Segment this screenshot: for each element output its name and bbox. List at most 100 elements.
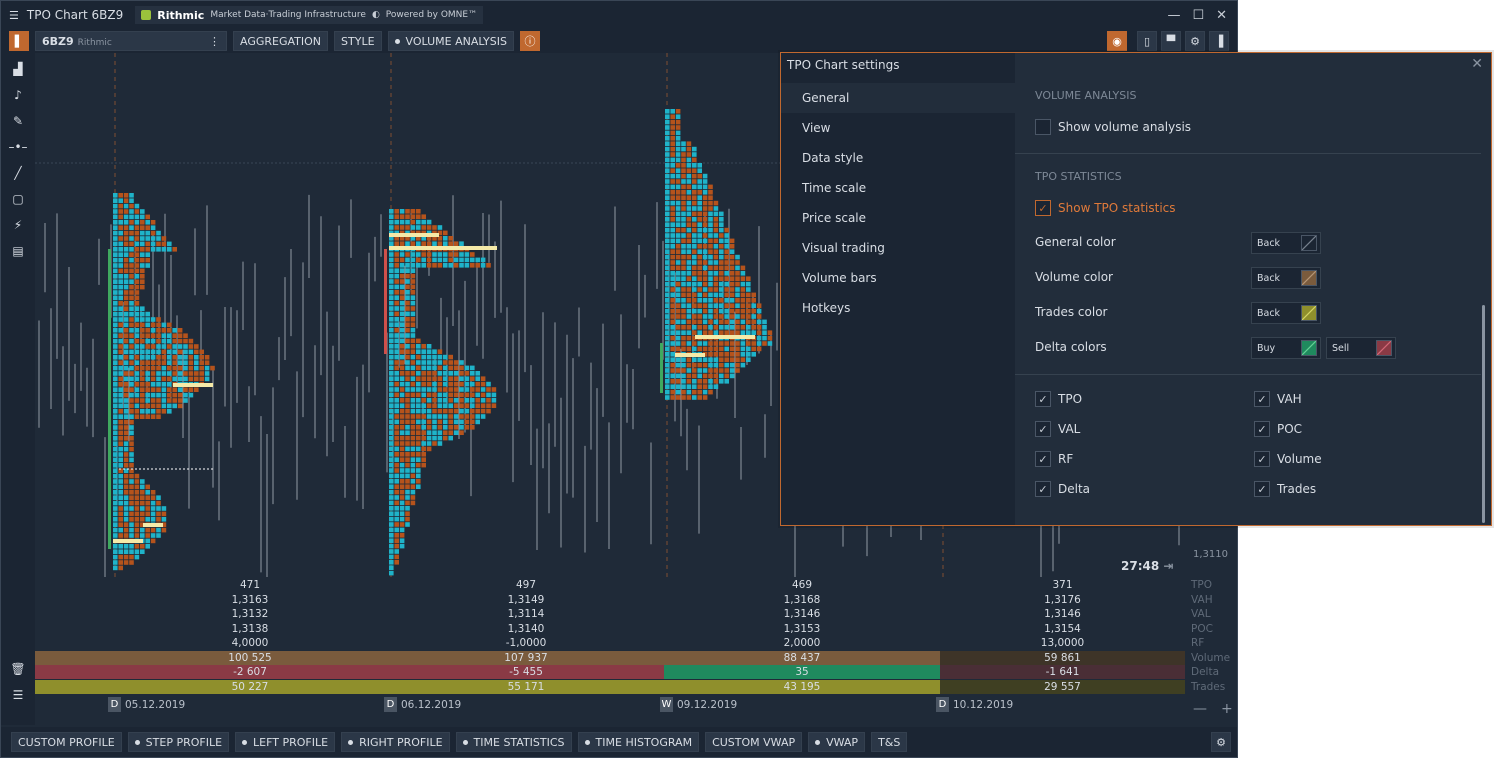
tpo-cell [204, 365, 210, 371]
tpo-cell [118, 484, 123, 490]
mouse-button[interactable]: ▯ [1137, 31, 1157, 51]
tpo-cell [740, 298, 746, 303]
bell-alert-icon[interactable]: ♪ [14, 88, 22, 102]
list-icon[interactable]: ☰ [12, 688, 24, 702]
date-axis[interactable]: D 05.12.2019 D 06.12.2019 W 09.12.2019 D 10.12.… [35, 697, 1185, 715]
settings-nav-visual-trading[interactable]: Visual trading [802, 241, 885, 255]
more-vertical-icon[interactable]: ⋮ [209, 34, 220, 48]
trend-line-icon[interactable]: ╱ [14, 166, 22, 180]
volume-analysis-button[interactable]: VOLUME ANALYSIS [387, 31, 514, 51]
close-icon[interactable]: ✕ [1471, 56, 1483, 72]
tpo-cell [394, 284, 399, 290]
tool-step-profile[interactable]: STEP PROFILE [127, 732, 230, 752]
tpo-cell [140, 522, 145, 527]
ruler-icon[interactable]: ⚡ [13, 218, 23, 232]
delta-sell-color-picker[interactable]: Sell [1326, 337, 1396, 359]
show-tpo-checkbox[interactable]: ✓ Show TPO statistics [1035, 200, 1176, 216]
tpo-cell [150, 490, 156, 495]
tpo-cell [113, 403, 118, 409]
pencil-icon[interactable]: ✎ [12, 114, 24, 128]
tpo-cell [421, 457, 426, 462]
maximize-icon[interactable]: ☐ [1192, 7, 1205, 23]
check-val[interactable]: ✓ VAL [1035, 421, 1080, 437]
tool-left-profile[interactable]: LEFT PROFILE [235, 732, 336, 752]
info-button[interactable]: ⓘ [519, 31, 540, 51]
tpo-cell [150, 398, 156, 403]
stat-cell: 100 525 [112, 650, 388, 665]
zoom-in-icon[interactable]: + [1221, 701, 1233, 717]
tpo-cell [735, 346, 740, 352]
tool-time-statistics[interactable]: TIME STATISTICS [455, 732, 572, 752]
tpo-cell [410, 381, 416, 387]
tpo-cell [421, 241, 426, 246]
tpo-cell [129, 403, 134, 409]
horizontal-line-icon[interactable]: –•– [8, 140, 28, 154]
settings-button[interactable]: ⚙ [1185, 31, 1205, 51]
check-poc[interactable]: ✓ POC [1254, 421, 1302, 437]
check-delta[interactable]: ✓ Delta [1035, 481, 1090, 497]
tpo-cell [443, 252, 448, 257]
check-trades[interactable]: ✓ Trades [1254, 481, 1316, 497]
settings-nav-general[interactable]: General [781, 83, 1015, 113]
check-volume[interactable]: ✓ Volume [1254, 451, 1322, 467]
tpo-cell [448, 392, 453, 398]
delta-buy-color-picker[interactable]: Buy [1251, 337, 1321, 359]
general-color-picker[interactable]: Back [1251, 232, 1321, 254]
check-vah[interactable]: ✓ VAH [1254, 391, 1302, 407]
tpo-cell [405, 360, 410, 365]
tpo-cell [708, 384, 713, 389]
close-icon[interactable]: ✕ [1216, 7, 1227, 23]
settings-nav-hotkeys[interactable]: Hotkeys [802, 301, 851, 315]
rectangle-icon[interactable]: ▢ [12, 192, 24, 206]
template-icon: ▀ [1166, 34, 1176, 48]
tpo-cell [416, 441, 421, 446]
alert-button[interactable]: ◉ [1107, 31, 1127, 51]
tool-time-histogram[interactable]: TIME HISTOGRAM [577, 732, 700, 752]
scroll-end-icon[interactable]: ⇥ [1163, 559, 1174, 573]
check-tpo[interactable]: ✓ TPO [1035, 391, 1082, 407]
show-volume-checkbox[interactable]: Show volume analysis [1035, 119, 1191, 135]
tool-t-s[interactable]: T&S [871, 732, 908, 752]
minimize-icon[interactable]: — [1167, 7, 1181, 23]
settings-nav-volume-bars[interactable]: Volume bars [802, 271, 877, 285]
tpo-cell [183, 333, 188, 338]
tool-custom-vwap[interactable]: CUSTOM VWAP [705, 732, 803, 752]
tpo-cell [134, 414, 140, 419]
right-panel-button[interactable]: ▐ [1209, 31, 1229, 51]
settings-nav-price-scale[interactable]: Price scale [802, 211, 867, 225]
tpo-cell [432, 354, 437, 360]
settings-nav-time-scale[interactable]: Time scale [802, 181, 867, 195]
tpo-cell [681, 238, 686, 244]
settings-nav-data-style[interactable]: Data style [802, 151, 864, 165]
trash-icon[interactable]: 🗑 [10, 662, 26, 676]
tpo-cell [453, 425, 459, 430]
tpo-cell [675, 238, 681, 244]
bottom-settings-button[interactable]: ⚙ [1211, 732, 1231, 752]
volume-color-picker[interactable]: Back [1251, 267, 1321, 289]
tpo-cell [134, 403, 140, 409]
tpo-cell [150, 236, 156, 241]
tpo-cell [177, 365, 183, 371]
menu-icon[interactable]: ☰ [9, 8, 19, 22]
settings-nav-view[interactable]: View [802, 121, 831, 135]
scrollbar[interactable] [1482, 305, 1485, 523]
aggregation-button[interactable]: AGGREGATION [233, 31, 329, 51]
check-rf[interactable]: ✓ RF [1035, 451, 1073, 467]
tpo-cell [394, 560, 399, 565]
tool-custom-profile[interactable]: CUSTOM PROFILE [11, 732, 122, 752]
style-button[interactable]: STYLE [334, 31, 382, 51]
tool-vwap[interactable]: VWAP [808, 732, 866, 752]
tpo-cell [686, 362, 692, 368]
tpo-cell [410, 225, 416, 230]
zoom-out-icon[interactable]: — [1193, 701, 1207, 717]
template-button[interactable]: ▀ [1161, 31, 1181, 51]
tpo-cell [681, 163, 686, 168]
indicators-icon[interactable]: ▟ [13, 62, 23, 76]
panel-toggle-button[interactable]: ▌ [9, 31, 29, 51]
layers-icon[interactable]: ▤ [12, 244, 24, 258]
symbol-selector[interactable]: 6BZ9 Rithmic ⋮ [35, 31, 227, 51]
tpo-cell [675, 362, 681, 368]
trades-color-picker[interactable]: Back [1251, 302, 1321, 324]
tpo-cell [410, 257, 416, 263]
tool-right-profile[interactable]: RIGHT PROFILE [341, 732, 450, 752]
